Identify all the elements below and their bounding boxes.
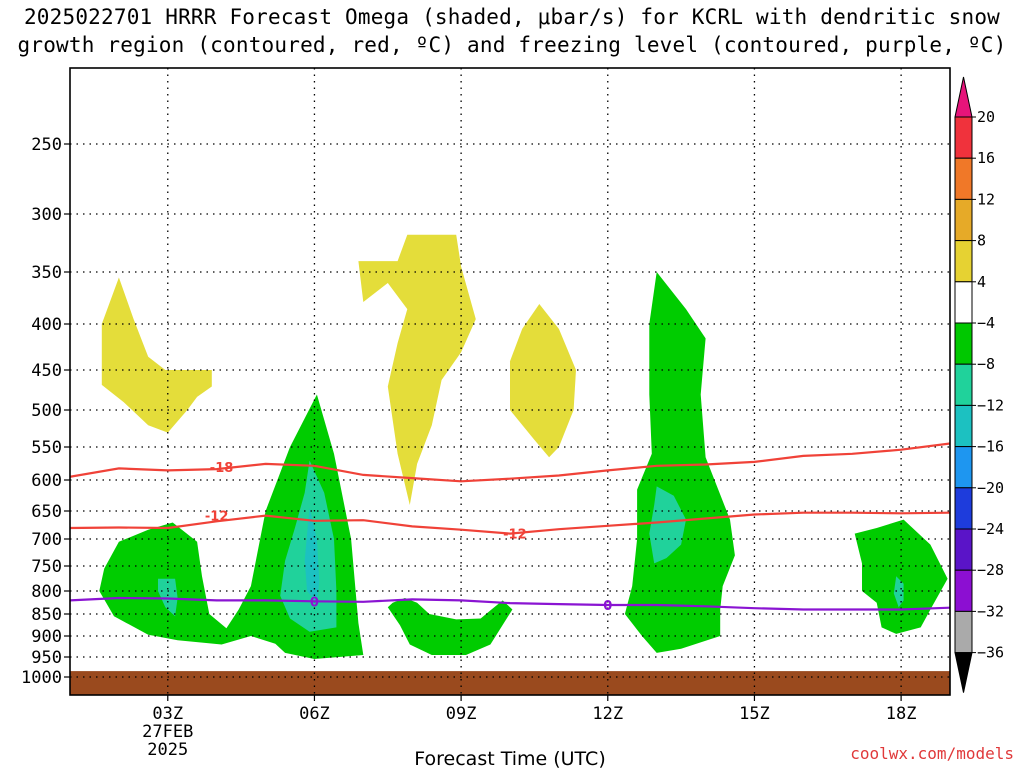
y-tick-label-550: 550 [31,438,62,458]
colorbar-label-10: −24 [977,520,1004,538]
contour-label-0: -18 [210,461,234,476]
omega-shading-layer [99,234,948,659]
colorbar-label-5: −4 [977,314,995,332]
colorbar-top-arrow [954,76,973,118]
contour-layer [70,442,950,611]
y-tick-label-900: 900 [31,627,62,647]
colorbar-swatch-4 [954,281,973,324]
x-tick-label-06Z: 06Z [299,704,330,724]
y-tick-label-400: 400 [31,315,62,335]
contour-line-0 [70,442,950,483]
contour-label-3: 0 [310,595,319,610]
omega-region-4 [387,598,513,655]
chart-title-line1: 2025022701 HRRR Forecast Omega (shaded, … [23,5,1001,29]
omega-region-1 [358,234,476,505]
grid-layer [70,68,950,695]
colorbar-label-6: −8 [977,355,995,373]
y-tick-label-650: 650 [31,502,62,522]
x-tick-label-03Z: 03Z [152,704,183,724]
omega-region-5 [624,272,735,653]
colorbar-swatch-7 [954,404,973,448]
y-tick-label-800: 800 [31,582,62,602]
y-tick-label-300: 300 [31,205,62,225]
colorbar-bottom-arrow [954,652,973,693]
colorbar-label-8: −16 [977,438,1004,456]
colorbar-label-13: −36 [977,644,1004,662]
colorbar: 20 16 12 8 4 −4 −8 −12 −16 −20 −24 −28 −32 −36 [954,76,1004,693]
x-tick-label-09Z: 09Z [446,704,477,724]
x-tick-label-18Z: 18Z [886,704,917,724]
y-tick-label-950: 950 [31,648,62,668]
colorbar-label-0: 20 [977,108,995,126]
colorbar-swatch-8 [954,446,973,489]
x-axis-label: Forecast Time (UTC) [414,748,605,768]
x-tick-label-15Z: 15Z [739,704,770,724]
y-tick-label-700: 700 [31,530,62,550]
colorbar-swatch-10 [954,528,973,571]
colorbar-label-9: −20 [977,479,1004,497]
colorbar-swatch-2 [954,198,973,242]
x-tick-date: 27FEB [142,722,193,742]
colorbar-label-4: 4 [977,273,986,291]
contour-line-1 [70,511,950,535]
colorbar-label-7: −12 [977,396,1004,414]
y-tick-label-250: 250 [31,135,62,155]
x-tick-label-12Z: 12Z [592,704,623,724]
contour-line-2 [70,596,950,611]
colorbar-label-1: 16 [977,149,995,167]
colorbar-label-3: 8 [977,232,986,250]
omega-region-2 [510,304,576,458]
terrain-layer [70,671,950,695]
colorbar-swatch-9 [954,487,973,530]
y-axis: 2503003504004505005506006507007508008509… [21,135,70,688]
plot-frame [69,67,951,696]
omega-region-10 [893,576,904,608]
colorbar-swatch-12 [954,610,973,654]
y-tick-label-350: 350 [31,263,62,283]
y-tick-label-450: 450 [31,361,62,381]
colorbar-label-11: −28 [977,561,1004,579]
colorbar-swatch-0 [954,116,973,159]
y-tick-label-850: 850 [31,605,62,625]
y-tick-label-750: 750 [31,557,62,577]
colorbar-label-2: 12 [977,190,995,208]
omega-region-9 [649,486,686,564]
plot-border [69,67,951,696]
omega-region-11 [304,508,320,603]
omega-region-0 [101,277,212,433]
contour-label-2: -12 [503,528,527,543]
credit-link[interactable]: coolwx.com/models [850,744,1014,763]
x-tick-year: 2025 [147,740,188,760]
colorbar-swatch-1 [954,157,973,200]
colorbar-swatch-3 [954,240,973,283]
terrain-fill [70,671,950,695]
colorbar-label-12: −32 [977,602,1004,620]
colorbar-swatch-5 [954,322,973,365]
omega-region-6 [854,519,948,634]
contour-label-layer: -18 -12 -12 0 0 [205,461,612,614]
colorbar-swatch-11 [954,569,973,612]
y-tick-label-500: 500 [31,401,62,421]
contour-label-1: -12 [205,510,229,525]
y-tick-label-1000: 1000 [21,668,62,688]
chart-title-line2: growth region (contoured, red, ºC) and f… [17,33,1007,57]
y-tick-label-600: 600 [31,471,62,491]
colorbar-swatch-6 [954,363,973,406]
contour-label-4: 0 [603,599,612,614]
